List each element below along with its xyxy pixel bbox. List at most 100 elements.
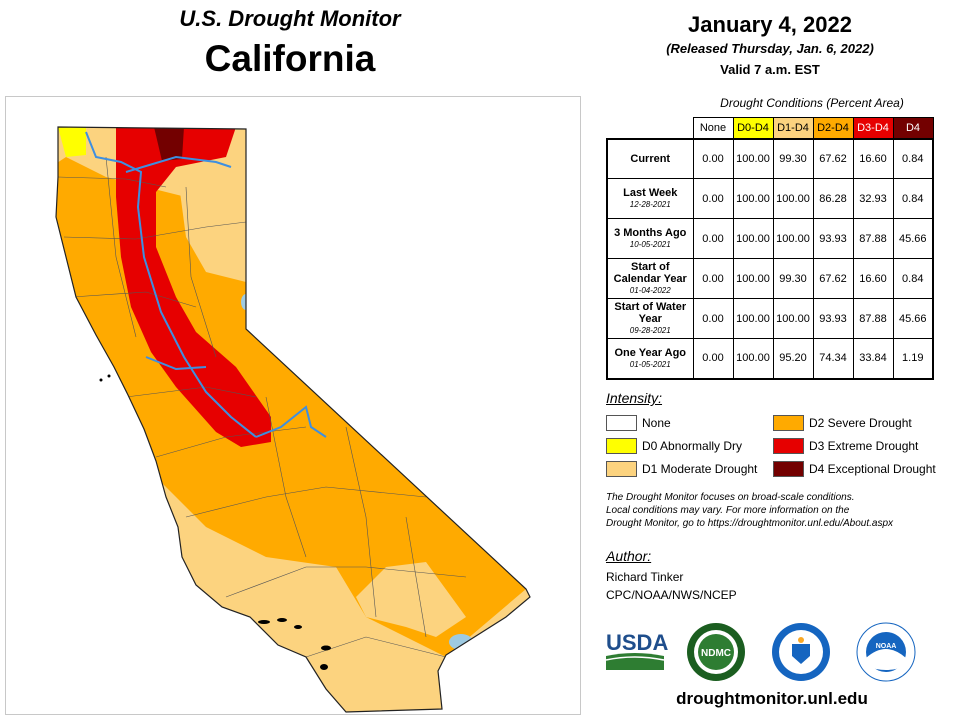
legend-swatch bbox=[606, 461, 637, 477]
table-cell: 0.00 bbox=[692, 338, 734, 380]
table-cell: 16.60 bbox=[852, 258, 894, 299]
table-cell: 100.00 bbox=[732, 137, 774, 179]
col-d0-d4: D0-D4 bbox=[732, 117, 774, 139]
rivers bbox=[85, 131, 327, 438]
county-lines bbox=[57, 156, 467, 658]
table-cell: 93.93 bbox=[812, 218, 854, 259]
table-cell: 74.34 bbox=[812, 338, 854, 380]
legend-item-d2: D2 Severe Drought bbox=[773, 414, 912, 432]
map-date: January 4, 2022 bbox=[688, 12, 852, 37]
legend-swatch bbox=[773, 461, 804, 477]
header-right: January 4, 2022 (Released Thursday, Jan.… bbox=[610, 12, 930, 79]
svg-text:USDA: USDA bbox=[606, 630, 668, 655]
legend-item-d1: D1 Moderate Drought bbox=[606, 460, 757, 478]
table-cell: 93.93 bbox=[812, 298, 854, 339]
map-title: U.S. Drought Monitor bbox=[179, 6, 401, 31]
row-label: One Year Ago 01-05-2021 bbox=[606, 338, 694, 380]
table-row: 3 Months Ago 10-05-2021 0.00 100.00 100.0… bbox=[606, 218, 934, 259]
table-cell: 0.00 bbox=[692, 218, 734, 259]
author-heading: Author: bbox=[606, 548, 652, 564]
intensity-legend: None D0 Abnormally Dry D1 Moderate Droug… bbox=[606, 414, 946, 478]
row-date: 12-28-2021 bbox=[629, 200, 671, 209]
legend-item-d0: D0 Abnormally Dry bbox=[606, 437, 742, 455]
table-cell: 45.66 bbox=[892, 298, 934, 339]
table-cell: 100.00 bbox=[732, 298, 774, 339]
svg-text:NDMC: NDMC bbox=[701, 648, 731, 659]
table-cell: 99.30 bbox=[772, 137, 814, 179]
row-date: 09-28-2021 bbox=[629, 326, 671, 335]
conditions-table: None D0-D4 D1-D4 D2-D4 D3-D4 D4 Current … bbox=[606, 117, 934, 380]
d4-exceptional-area bbox=[154, 127, 184, 161]
table-row: Last Week 12-28-2021 0.00 100.00 100.00 8… bbox=[606, 178, 934, 219]
row-label: 3 Months Ago 10-05-2021 bbox=[606, 218, 694, 259]
noaa-logo: NOAA bbox=[856, 622, 916, 682]
row-date: 10-05-2021 bbox=[629, 240, 671, 249]
release-date: (Released Thursday, Jan. 6, 2022) bbox=[666, 41, 874, 56]
table-cell: 100.00 bbox=[732, 218, 774, 259]
author-name: Richard Tinker bbox=[606, 570, 684, 584]
row-date: 01-05-2021 bbox=[629, 359, 671, 369]
row-date: 01-04-2022 bbox=[629, 286, 671, 295]
valid-time: Valid 7 a.m. EST bbox=[720, 62, 820, 77]
table-cell: 33.84 bbox=[852, 338, 894, 380]
d0-dry-area bbox=[58, 127, 86, 157]
table-row: One Year Ago 01-05-2021 0.00 100.00 95.20… bbox=[606, 338, 934, 380]
table-cell: 100.00 bbox=[732, 258, 774, 299]
table-cell: 100.00 bbox=[772, 298, 814, 339]
legend-swatch bbox=[606, 438, 637, 454]
row-label: Last Week 12-28-2021 bbox=[606, 178, 694, 219]
row-label: Start of Water Year 09-28-2021 bbox=[606, 298, 694, 339]
col-none: None bbox=[692, 117, 734, 139]
table-cell: 0.00 bbox=[692, 298, 734, 339]
col-d2-d4: D2-D4 bbox=[812, 117, 854, 139]
col-d1-d4: D1-D4 bbox=[772, 117, 814, 139]
table-row: Current 0.00 100.00 99.30 67.62 16.60 0.… bbox=[606, 137, 934, 179]
legend-item-d4: D4 Exceptional Drought bbox=[773, 460, 936, 478]
col-d4: D4 bbox=[892, 117, 934, 139]
table-cell: 0.84 bbox=[892, 178, 934, 219]
table-cell: 100.00 bbox=[732, 178, 774, 219]
table-cell: 67.62 bbox=[812, 137, 854, 179]
table-cell: 0.00 bbox=[692, 178, 734, 219]
d3-extreme-area bbox=[116, 127, 271, 447]
table-cell: 0.00 bbox=[692, 258, 734, 299]
table-cell: 86.28 bbox=[812, 178, 854, 219]
author-org: CPC/NOAA/NWS/NCEP bbox=[606, 588, 737, 602]
table-cell: 100.00 bbox=[732, 338, 774, 380]
intensity-title: Intensity: bbox=[606, 390, 663, 406]
table-cell: 99.30 bbox=[772, 258, 814, 299]
d1-northeast-area bbox=[176, 137, 246, 282]
table-cell: 87.88 bbox=[852, 218, 894, 259]
row-label: Start of Calendar Year 01-04-2022 bbox=[606, 258, 694, 299]
table-title: Drought Conditions (Percent Area) bbox=[720, 96, 904, 110]
website-url: droughtmonitor.unl.edu bbox=[676, 689, 868, 708]
drought-map bbox=[5, 96, 581, 715]
table-row: Start of Water Year 09-28-2021 0.00 100.0… bbox=[606, 298, 934, 339]
table-cell: 0.00 bbox=[692, 137, 734, 179]
legend-swatch bbox=[773, 438, 804, 454]
legend-item-none: None bbox=[606, 414, 671, 432]
table-cell: 32.93 bbox=[852, 178, 894, 219]
region-title: California bbox=[204, 38, 376, 79]
table-cell: 87.88 bbox=[852, 298, 894, 339]
table-row: Start of Calendar Year 01-04-2022 0.00 10… bbox=[606, 258, 934, 299]
channel-islands bbox=[99, 374, 331, 670]
partner-logos: USDA NDMC NOAA bbox=[604, 620, 944, 684]
header-left: U.S. Drought Monitor California bbox=[120, 6, 460, 82]
table-cell: 45.66 bbox=[892, 218, 934, 259]
row-label: Current bbox=[606, 137, 694, 179]
svg-text:NOAA: NOAA bbox=[876, 643, 897, 650]
disclaimer-note: The Drought Monitor focuses on broad-sca… bbox=[606, 492, 894, 529]
commerce-seal bbox=[772, 623, 830, 681]
table-cell: 100.00 bbox=[772, 218, 814, 259]
ndmc-logo: NDMC bbox=[687, 623, 745, 681]
col-d3-d4: D3-D4 bbox=[852, 117, 894, 139]
table-cell: 0.84 bbox=[892, 258, 934, 299]
legend-swatch bbox=[773, 415, 804, 431]
table-cell: 16.60 bbox=[852, 137, 894, 179]
table-cell: 95.20 bbox=[772, 338, 814, 380]
legend-swatch bbox=[606, 415, 637, 431]
table-cell: 67.62 bbox=[812, 258, 854, 299]
table-cell: 100.00 bbox=[772, 178, 814, 219]
usda-logo: USDA bbox=[605, 630, 668, 670]
